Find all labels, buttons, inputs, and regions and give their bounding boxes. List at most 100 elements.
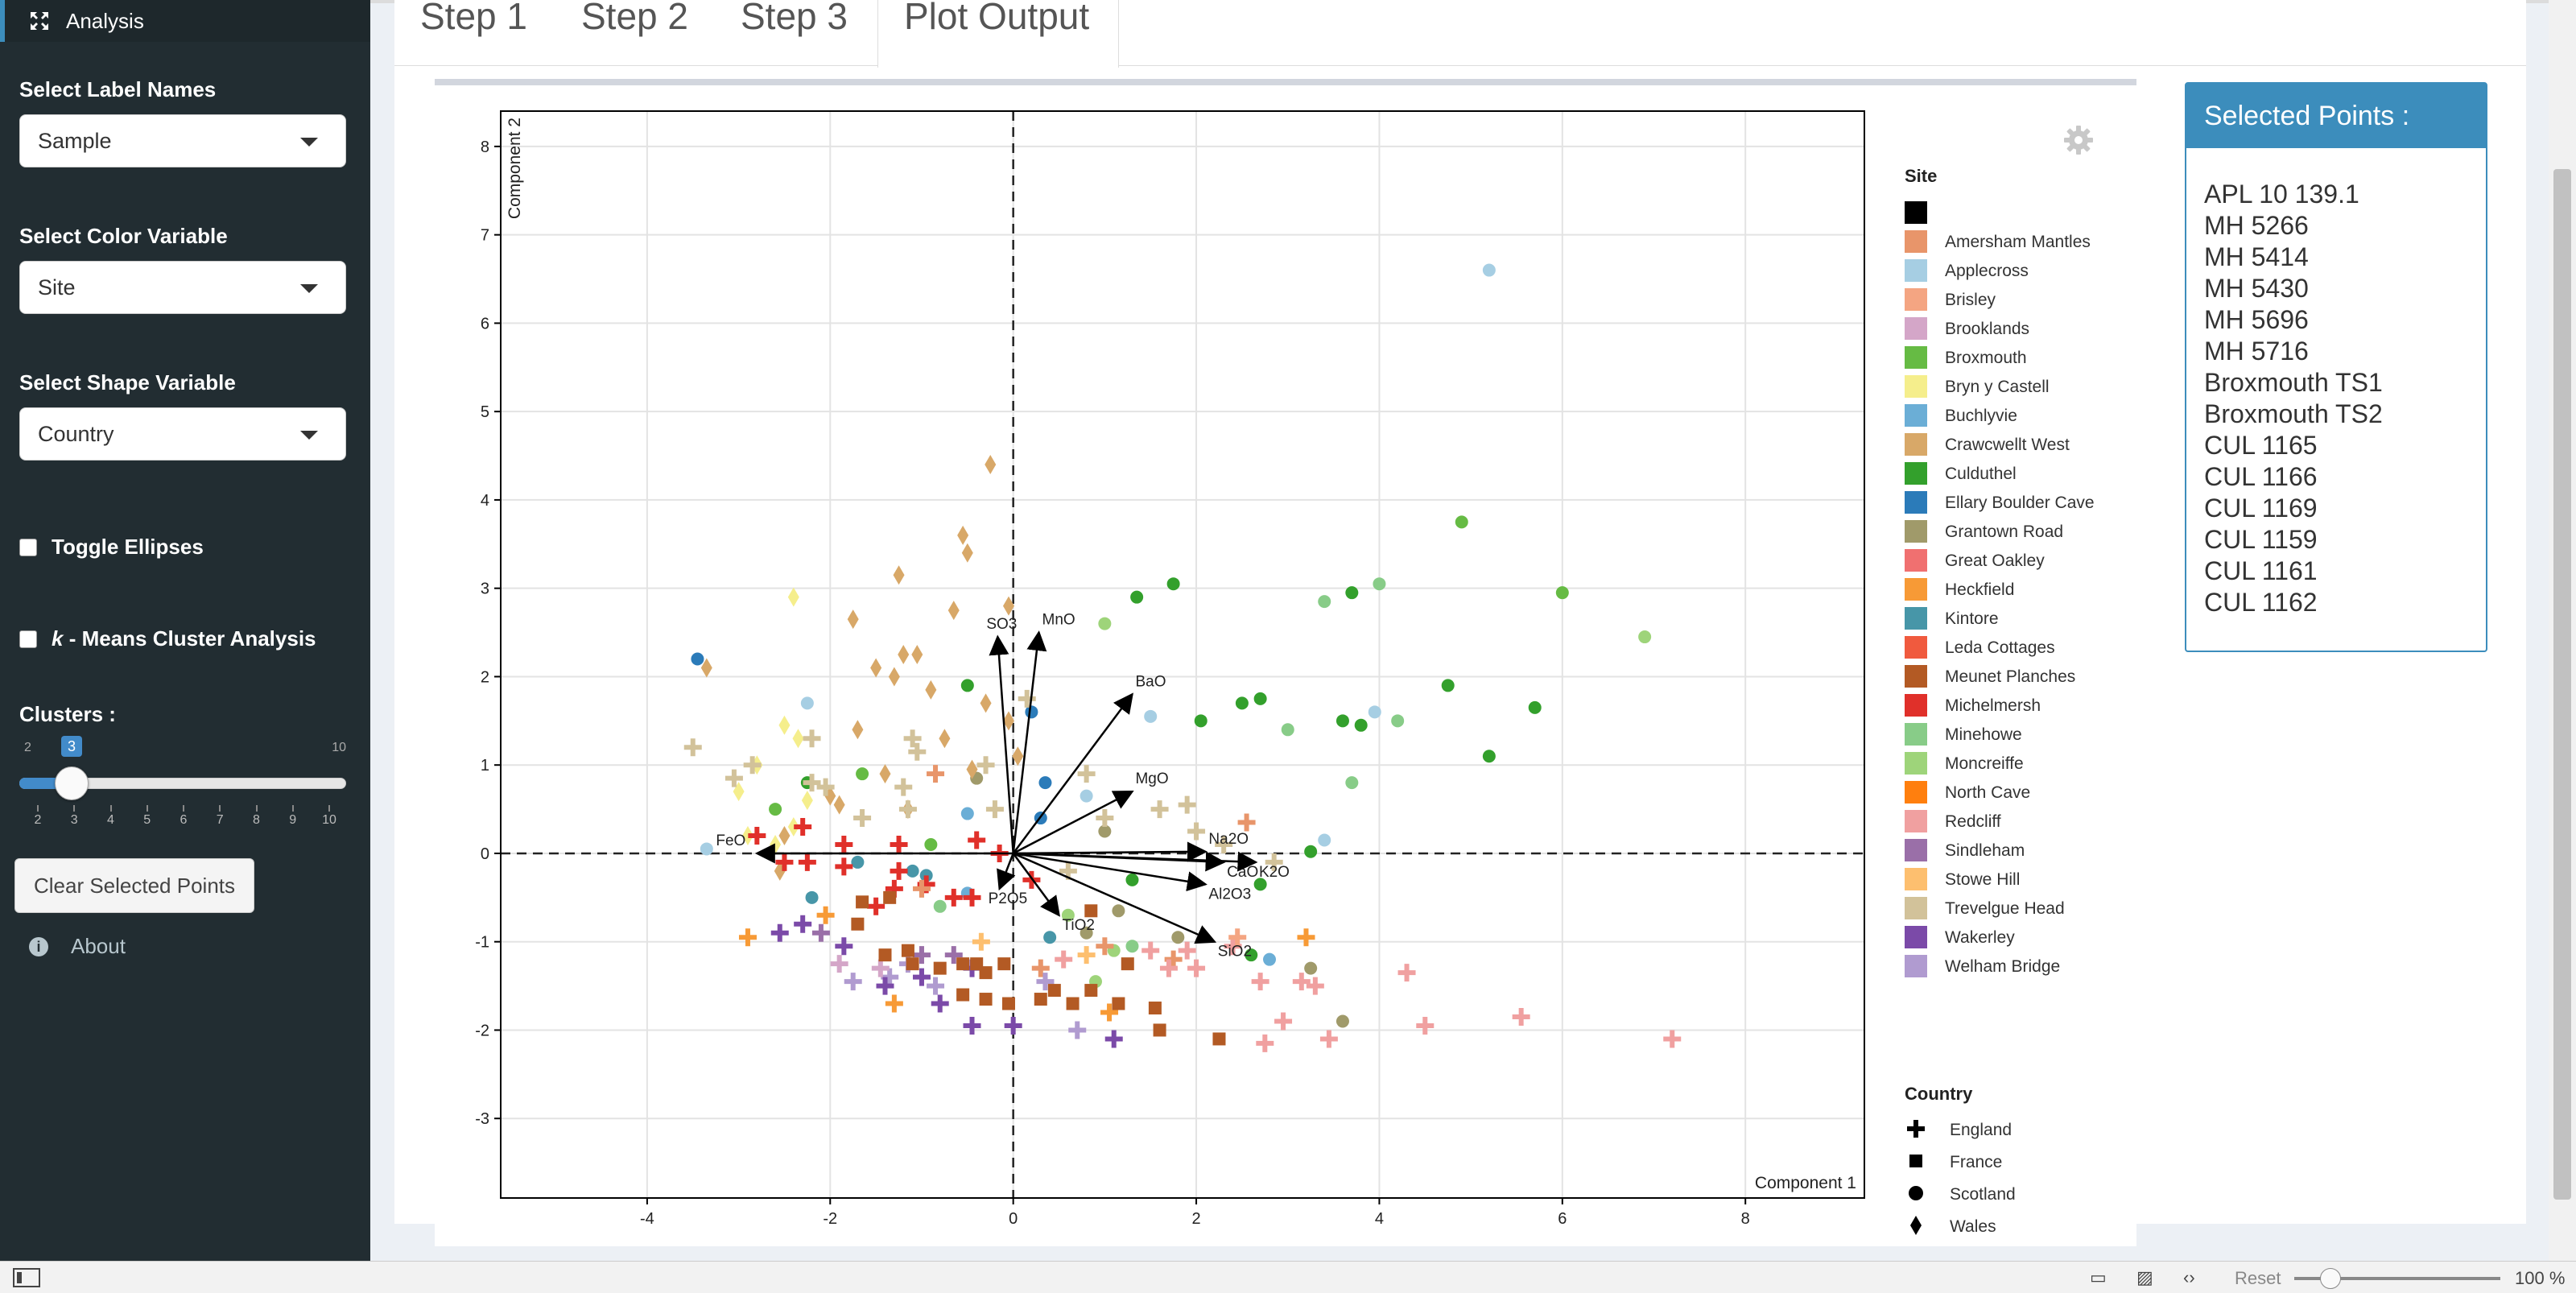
y-tick-label: 1 bbox=[481, 757, 489, 775]
checkbox-box[interactable] bbox=[19, 630, 37, 648]
clusters-slider[interactable]: 2 10 3 2 3 4 5 6 7 8 9 10 bbox=[19, 725, 346, 837]
pca-biplot[interactable]: SO3 MnO BaO MgO Na2O CaO K2O Al2O3 SiO2 TiO2 P2O5 F… bbox=[435, 85, 2136, 1246]
legend-site-entry: Culduthel bbox=[1945, 465, 2017, 483]
data-point bbox=[878, 948, 892, 962]
gear-icon[interactable] bbox=[2062, 124, 2095, 156]
legend-swatch bbox=[1905, 549, 1927, 572]
zoom-reset[interactable]: Reset bbox=[2235, 1268, 2281, 1288]
legend-shape-plus bbox=[1907, 1120, 1925, 1138]
legend-swatch bbox=[1905, 723, 1927, 746]
data-point bbox=[1482, 750, 1496, 763]
y-tick-label: -2 bbox=[475, 1022, 489, 1039]
x-tick-label: -2 bbox=[823, 1210, 837, 1228]
data-point bbox=[901, 944, 914, 957]
data-point bbox=[1638, 630, 1652, 644]
legend-swatch bbox=[1905, 665, 1927, 688]
slider-tick-label: 6 bbox=[180, 813, 188, 827]
status-bar: ▭ ▨ ‹› Reset 100 % bbox=[0, 1261, 2576, 1293]
color-variable-select[interactable]: Site bbox=[19, 261, 346, 314]
legend-site-entry: Stowe Hill bbox=[1945, 870, 2020, 889]
toggle-ellipses-checkbox[interactable]: Toggle Ellipses bbox=[19, 535, 204, 560]
data-point bbox=[1304, 845, 1318, 858]
data-point bbox=[1002, 711, 1014, 731]
checkbox-box[interactable] bbox=[19, 538, 37, 556]
legend-swatch bbox=[1905, 897, 1927, 919]
data-point bbox=[1335, 1014, 1349, 1028]
data-point bbox=[944, 946, 963, 965]
tab-step-1[interactable]: Step 1 bbox=[420, 0, 527, 37]
data-point bbox=[856, 767, 869, 781]
scrollbar-thumb[interactable] bbox=[2553, 169, 2571, 1200]
data-point bbox=[1555, 586, 1569, 600]
selected-point-item: MH 5266 bbox=[2204, 211, 2309, 240]
data-point bbox=[1012, 746, 1024, 766]
data-point bbox=[1104, 1030, 1123, 1048]
selected-point-item: CUL 1166 bbox=[2204, 462, 2318, 491]
data-point bbox=[1130, 590, 1144, 604]
data-point bbox=[1319, 1030, 1338, 1048]
expand-arrows-icon bbox=[29, 10, 50, 31]
data-point bbox=[912, 879, 931, 898]
data-point bbox=[1098, 824, 1112, 838]
data-point bbox=[1194, 714, 1208, 728]
data-point bbox=[871, 959, 890, 977]
y-tick-label: 7 bbox=[481, 227, 489, 245]
data-point bbox=[1038, 776, 1052, 790]
data-point bbox=[867, 897, 886, 915]
x-tick-label: 0 bbox=[1009, 1210, 1018, 1228]
color-variable-label: Select Color Variable bbox=[19, 224, 228, 248]
legend-country-title: Country bbox=[1905, 1084, 1973, 1104]
sidebar-item-analysis[interactable]: Analysis bbox=[0, 0, 370, 42]
data-point bbox=[733, 782, 745, 802]
y-axis-label: Component 2 bbox=[506, 118, 524, 219]
clear-selected-points-button[interactable]: Clear Selected Points bbox=[14, 858, 254, 913]
zoom-slider-handle[interactable] bbox=[2320, 1268, 2341, 1289]
data-point bbox=[798, 853, 816, 871]
image-icon[interactable]: ▨ bbox=[2136, 1267, 2153, 1287]
zoom-slider-track[interactable] bbox=[2294, 1277, 2500, 1280]
data-point bbox=[1245, 948, 1258, 962]
selected-point-item: MH 5716 bbox=[2204, 337, 2309, 366]
data-point bbox=[931, 994, 949, 1013]
sidebar-item-about[interactable]: i About bbox=[29, 934, 126, 959]
data-point bbox=[800, 696, 814, 710]
legend-shape-square bbox=[1909, 1155, 1922, 1167]
legend-swatch bbox=[1905, 636, 1927, 659]
data-point bbox=[1391, 714, 1405, 728]
label-names-select[interactable]: Sample bbox=[19, 114, 346, 167]
loading-arrow bbox=[1012, 630, 1047, 854]
slider-handle[interactable] bbox=[55, 766, 89, 800]
loading-arrow bbox=[1012, 692, 1133, 854]
caret-down-icon bbox=[300, 138, 318, 147]
data-point bbox=[1253, 878, 1267, 891]
tab-step-2[interactable]: Step 2 bbox=[581, 0, 688, 37]
data-point bbox=[778, 826, 791, 845]
label-names-value: Sample bbox=[38, 128, 112, 153]
kmeans-checkbox[interactable]: k - Means Cluster Analysis bbox=[19, 626, 316, 651]
sidebar-toggle-icon[interactable] bbox=[13, 1268, 40, 1287]
y-tick-label: 3 bbox=[481, 580, 489, 598]
data-point bbox=[1482, 263, 1496, 277]
slider-tick-label: 7 bbox=[216, 813, 224, 827]
data-point bbox=[787, 587, 799, 607]
data-point bbox=[985, 800, 1004, 819]
code-icon[interactable]: ‹› bbox=[2183, 1267, 2195, 1287]
loading-arrow bbox=[989, 634, 1014, 854]
legend-site-title: Site bbox=[1905, 166, 1937, 186]
tab-plot-output[interactable]: Plot Output bbox=[877, 0, 1119, 68]
data-point bbox=[870, 658, 882, 678]
selected-point-item: MH 5430 bbox=[2204, 274, 2309, 303]
data-point bbox=[1265, 853, 1283, 871]
page-scrollbar[interactable] bbox=[2549, 0, 2576, 1261]
data-point bbox=[980, 693, 992, 713]
shape-variable-select[interactable]: Country bbox=[19, 407, 346, 461]
data-point bbox=[794, 915, 812, 933]
legend-site-entry: Crawcwellt West bbox=[1945, 436, 2070, 454]
window-icon[interactable]: ▭ bbox=[2090, 1267, 2107, 1287]
plot-area bbox=[501, 111, 1864, 1198]
data-point bbox=[1096, 937, 1114, 956]
tab-step-3[interactable]: Step 3 bbox=[741, 0, 848, 37]
loading-label: Na2O bbox=[1208, 831, 1249, 848]
data-point bbox=[1306, 977, 1324, 995]
data-point bbox=[816, 778, 835, 796]
